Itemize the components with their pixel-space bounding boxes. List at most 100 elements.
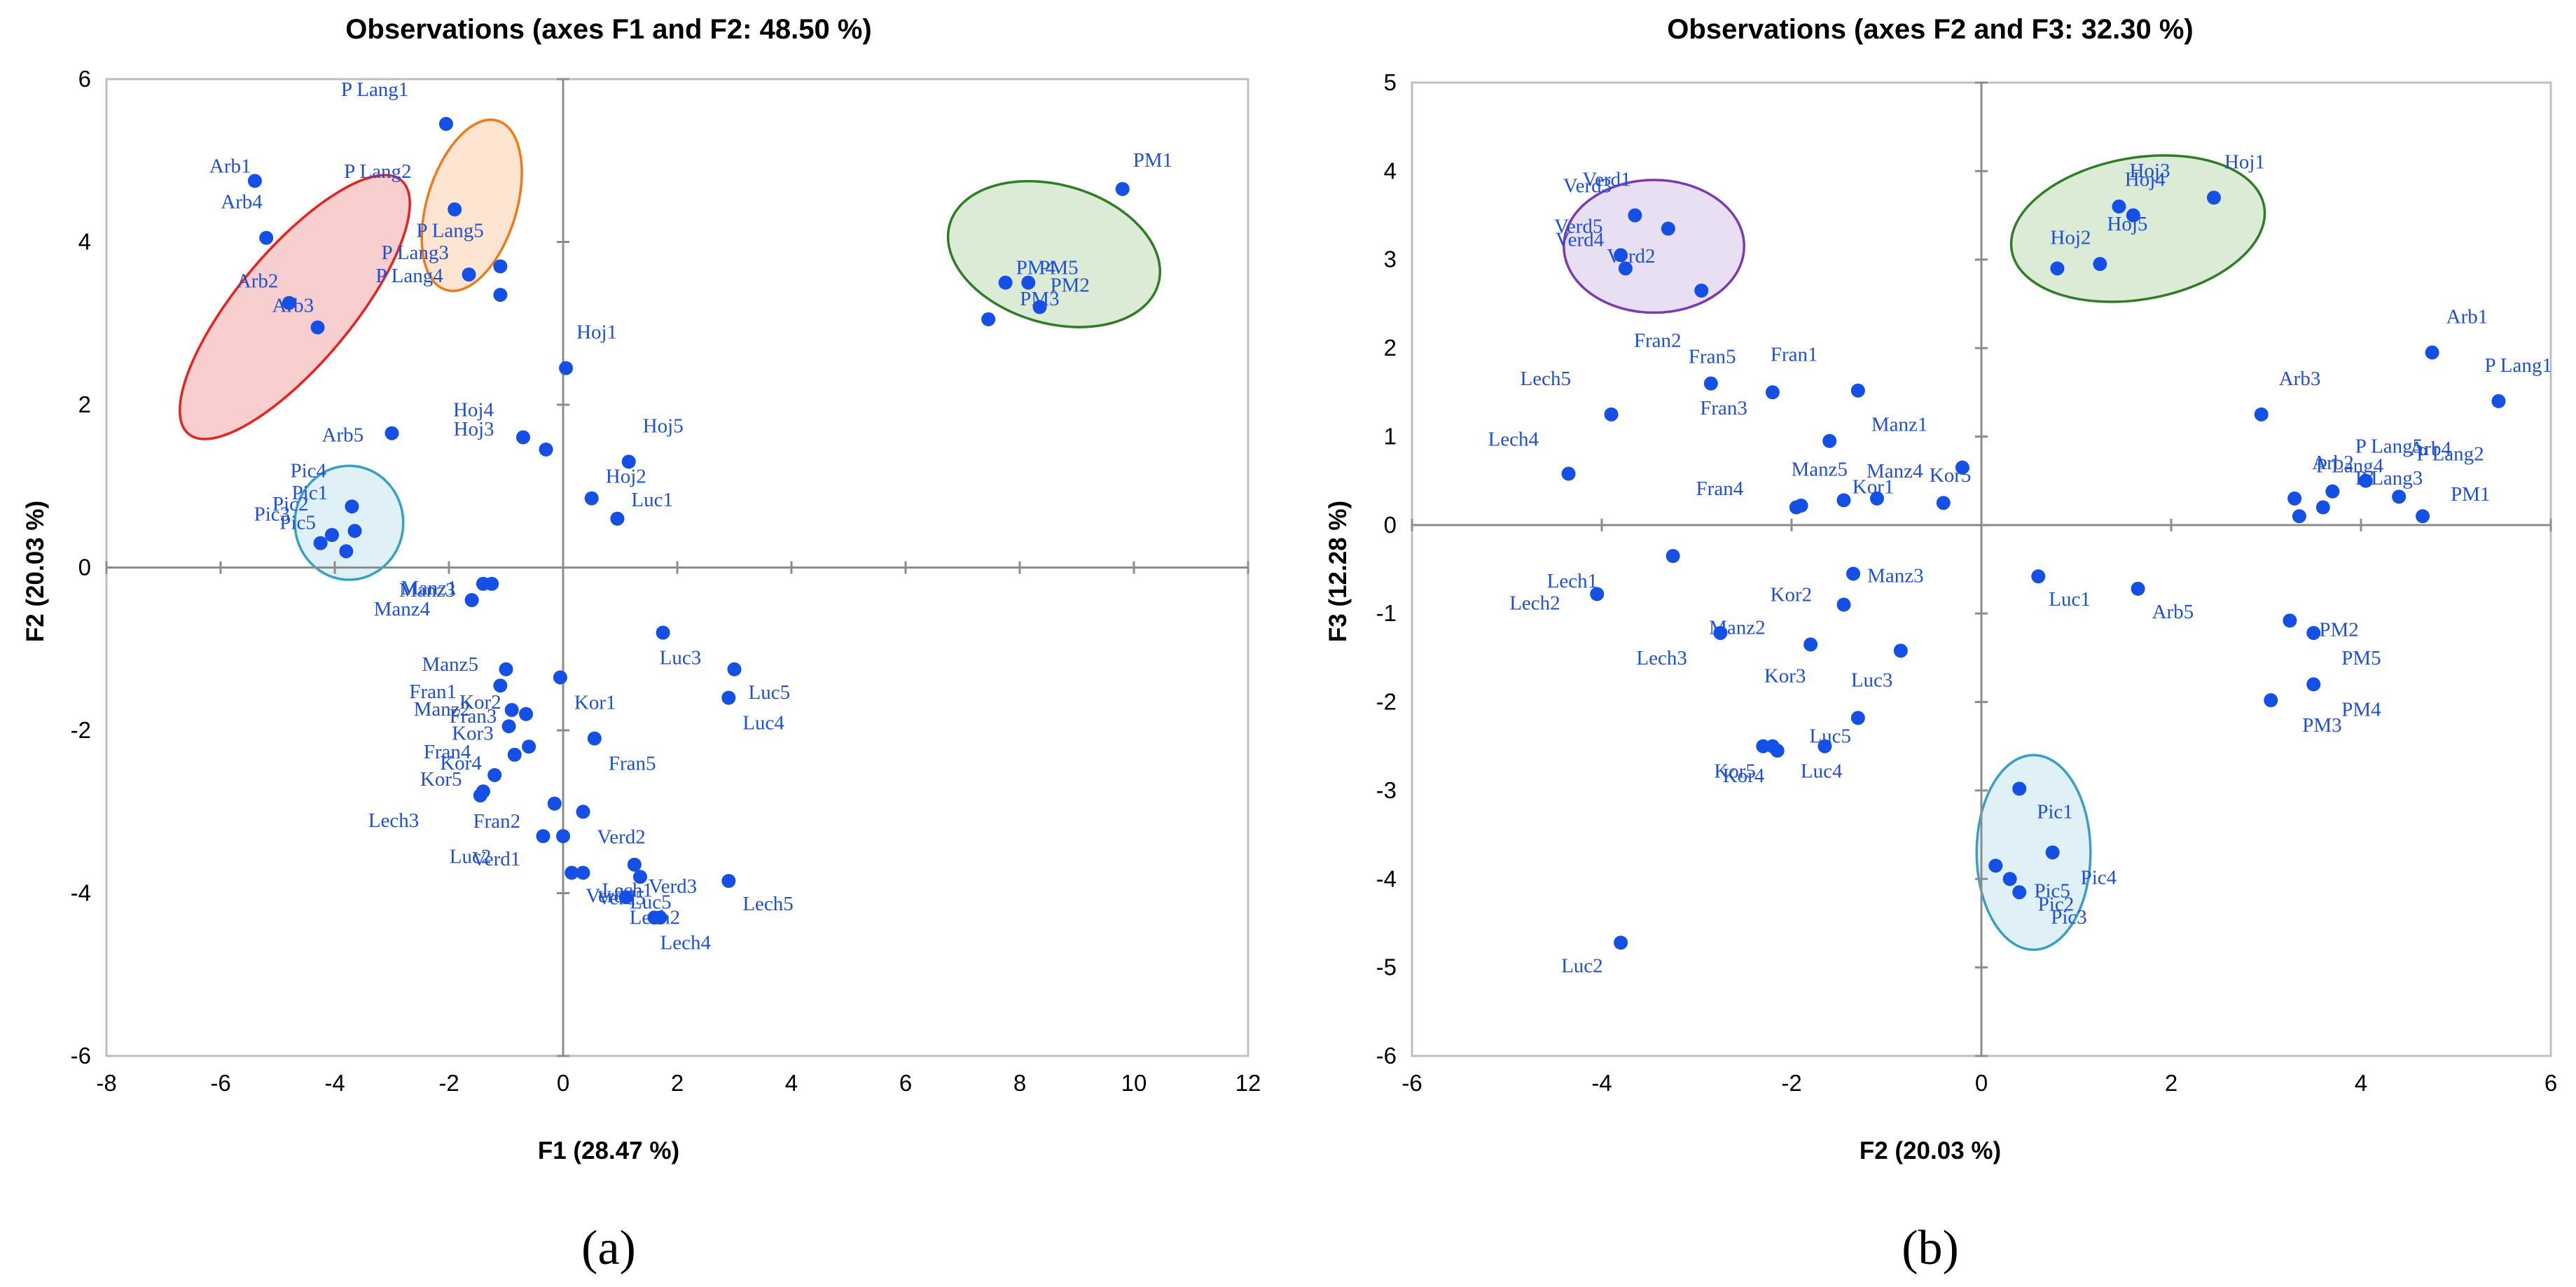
data-point-kor3[interactable]: [1893, 644, 1908, 658]
data-point-manz2[interactable]: [504, 702, 519, 717]
data-point-verd3[interactable]: [627, 857, 642, 872]
data-point-fran5[interactable]: [587, 731, 602, 746]
data-point-verd5[interactable]: [1614, 248, 1628, 263]
data-point-luc1[interactable]: [2031, 569, 2046, 584]
data-point-arb1[interactable]: [2425, 345, 2439, 360]
data-point-hoj4[interactable]: [2126, 208, 2140, 223]
data-point-hoj1[interactable]: [2206, 190, 2221, 205]
data-point-luc1[interactable]: [610, 511, 625, 526]
data-point-p-lang5[interactable]: [493, 259, 508, 274]
data-point-pm5[interactable]: [1021, 275, 1036, 290]
data-point-pic4[interactable]: [2045, 845, 2060, 860]
data-point-fran5[interactable]: [1765, 385, 1780, 400]
data-point-lech2[interactable]: [618, 890, 633, 905]
data-point-fran2[interactable]: [536, 829, 550, 844]
data-point-arb5[interactable]: [2131, 581, 2145, 596]
data-point-pic2[interactable]: [2002, 872, 2017, 886]
data-point-manz4[interactable]: [1869, 491, 1884, 506]
data-point-arb5[interactable]: [385, 426, 399, 440]
data-point-arb4[interactable]: [259, 230, 274, 245]
data-point-arb4[interactable]: [2325, 484, 2340, 499]
data-point-pic1[interactable]: [2012, 781, 2027, 796]
data-point-fran2[interactable]: [1703, 376, 1718, 391]
data-point-p-lang2[interactable]: [448, 202, 462, 216]
data-point-lech3[interactable]: [473, 788, 487, 802]
data-point-pm1[interactable]: [1115, 181, 1130, 196]
data-point-kor3[interactable]: [522, 739, 536, 754]
data-point-arb1[interactable]: [247, 174, 262, 188]
data-point-luc3[interactable]: [656, 625, 670, 640]
data-point-pic5[interactable]: [1988, 858, 2003, 873]
data-point-lech1[interactable]: [1666, 549, 1680, 564]
data-point-luc3[interactable]: [1850, 711, 1865, 725]
data-point-kor1[interactable]: [553, 670, 567, 685]
data-point-pm3[interactable]: [981, 312, 996, 326]
data-point-fran1[interactable]: [1850, 383, 1865, 398]
data-point-lech5[interactable]: [721, 874, 736, 889]
data-point-arb3[interactable]: [2254, 407, 2269, 422]
data-point-manz5[interactable]: [499, 662, 513, 676]
data-point-fran4[interactable]: [507, 747, 522, 762]
data-point-lech3[interactable]: [1713, 625, 1728, 640]
data-point-luc4[interactable]: [1765, 739, 1780, 753]
data-point-p-lang3[interactable]: [2292, 509, 2306, 524]
data-point-luc4[interactable]: [721, 690, 736, 705]
data-point-p-lang1[interactable]: [438, 116, 453, 131]
data-point-pic5[interactable]: [339, 544, 354, 559]
data-point-p-lang2[interactable]: [2392, 489, 2407, 504]
data-point-pic4[interactable]: [345, 499, 359, 514]
data-point-kor2[interactable]: [519, 707, 534, 721]
data-point-manz4[interactable]: [464, 593, 479, 607]
data-point-pm4[interactable]: [2306, 677, 2321, 692]
data-point-verd2[interactable]: [1694, 283, 1709, 298]
data-point-manz3[interactable]: [1846, 566, 1861, 581]
data-point-pic1[interactable]: [347, 524, 362, 538]
data-point-verd5[interactable]: [576, 865, 590, 880]
data-point-pm2[interactable]: [1032, 300, 1047, 314]
data-point-fran3[interactable]: [1822, 433, 1837, 448]
data-point-arb2[interactable]: [282, 295, 296, 310]
data-point-hoj2[interactable]: [2050, 261, 2065, 276]
data-point-verd1[interactable]: [1628, 208, 1642, 223]
data-point-arb2[interactable]: [2287, 491, 2302, 506]
data-point-lech4[interactable]: [653, 910, 667, 925]
data-point-hoj4[interactable]: [515, 430, 530, 445]
data-point-luc2[interactable]: [1614, 935, 1628, 950]
data-point-verd1[interactable]: [556, 829, 570, 844]
data-point-verd3[interactable]: [1661, 221, 1675, 236]
data-point-p-lang1[interactable]: [2491, 394, 2506, 408]
data-point-verd2[interactable]: [576, 805, 590, 819]
data-point-hoj2[interactable]: [584, 491, 599, 506]
data-point-p-lang4[interactable]: [493, 288, 508, 302]
data-point-pm4[interactable]: [998, 275, 1013, 290]
data-point-hoj5[interactable]: [621, 454, 636, 469]
data-point-pm5[interactable]: [2306, 625, 2321, 640]
data-point-p-lang4[interactable]: [2315, 500, 2330, 515]
data-point-pm2[interactable]: [2283, 613, 2297, 628]
data-point-p-lang5[interactable]: [2358, 473, 2373, 488]
data-point-lech4[interactable]: [1561, 466, 1576, 481]
data-point-hoj3[interactable]: [539, 442, 553, 457]
data-point-lech5[interactable]: [1604, 407, 1619, 422]
data-point-luc5[interactable]: [727, 662, 742, 676]
data-point-pic3[interactable]: [313, 536, 328, 550]
data-point-verd4[interactable]: [1618, 261, 1633, 276]
data-point-kor5[interactable]: [1936, 496, 1951, 510]
data-point-pic2[interactable]: [324, 528, 339, 542]
data-point-hoj5[interactable]: [2093, 257, 2107, 272]
data-point-hoj3[interactable]: [2112, 199, 2126, 214]
data-point-kor2[interactable]: [1836, 597, 1851, 612]
data-point-manz3[interactable]: [476, 576, 490, 591]
data-point-manz5[interactable]: [1836, 493, 1851, 508]
data-point-fran3[interactable]: [501, 719, 516, 734]
data-point-pm1[interactable]: [2416, 509, 2430, 524]
data-point-arb3[interactable]: [310, 320, 325, 335]
data-point-p-lang3[interactable]: [462, 267, 476, 281]
data-point-kor4[interactable]: [487, 767, 502, 782]
data-point-luc2[interactable]: [547, 796, 562, 811]
data-point-manz1[interactable]: [1955, 460, 1969, 475]
data-point-manz2[interactable]: [1803, 637, 1818, 652]
data-point-luc5[interactable]: [1817, 739, 1832, 753]
data-point-fran4[interactable]: [1794, 499, 1808, 513]
data-point-verd4[interactable]: [565, 865, 579, 880]
